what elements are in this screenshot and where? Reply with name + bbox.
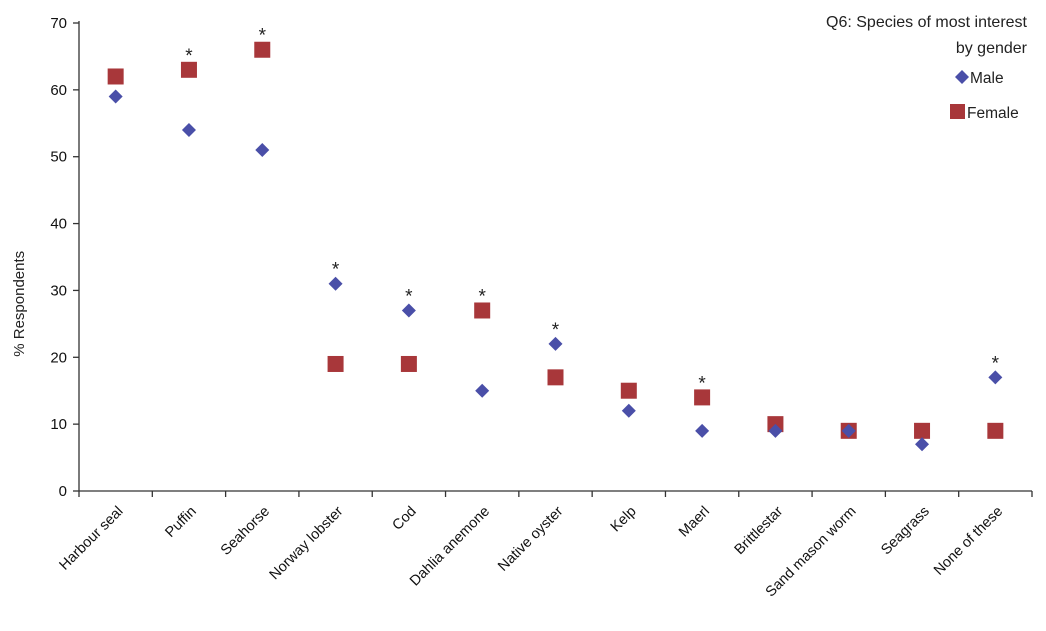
male-point-0 (108, 89, 123, 104)
significance-star-8: * (698, 373, 706, 394)
male-point-11 (915, 437, 930, 452)
male-point-9 (768, 423, 783, 438)
male-point-7 (621, 403, 636, 418)
plot-area: 0 10 20 30 40 50 60 70 % Respondents Harbour seal… (11, 15, 1033, 600)
male-point-2 (255, 143, 270, 158)
significance-star-4: * (405, 286, 413, 307)
legend: Q6: Species of most interest by gender M… (826, 14, 1028, 122)
male-point-6 (548, 336, 563, 351)
y-tick-label-60: 60 (50, 82, 67, 99)
male-point-3 (328, 276, 343, 291)
x-category-label-0: Harbour seal (56, 504, 126, 574)
significance-star-2: * (259, 26, 267, 47)
y-tick-label-10: 10 (50, 416, 67, 433)
male-point-1 (181, 122, 196, 137)
y-tick-label-30: 30 (50, 282, 67, 299)
significance-star-6: * (552, 320, 560, 341)
significance-star-12: * (992, 353, 1000, 374)
x-category-label-12: None of these (931, 504, 1006, 579)
female-point-3 (327, 355, 344, 372)
female-point-5 (474, 302, 491, 319)
legend-male-diamond-marker (955, 70, 969, 84)
female-point-1 (180, 61, 197, 78)
male-point-8 (695, 423, 710, 438)
x-category-label-4: Cod (390, 504, 420, 534)
legend-female-square-marker (950, 104, 965, 119)
male-point-10 (841, 423, 856, 438)
y-axis-title: % Respondents (11, 251, 28, 357)
x-category-label-3: Norway lobster (267, 503, 347, 583)
y-tick-label-40: 40 (50, 216, 67, 233)
chart-title-line-2: by gender (956, 40, 1028, 57)
significance-star-5: * (478, 286, 486, 307)
x-category-label-2: Seahorse (218, 504, 273, 559)
legend-female-label: Female (967, 105, 1019, 122)
x-category-label-1: Puffin (162, 504, 199, 541)
female-point-0 (107, 68, 124, 85)
female-point-11 (914, 422, 931, 439)
x-category-label-9: Brittlestar (732, 503, 787, 558)
x-category-label-6: Native oyster (495, 503, 566, 574)
female-point-7 (620, 382, 637, 399)
y-tick-label-0: 0 (59, 483, 67, 500)
x-category-label-8: Maerl (676, 504, 713, 541)
x-category-label-11: Seagrass (878, 504, 933, 559)
female-point-4 (400, 355, 417, 372)
male-point-4 (401, 303, 416, 318)
female-point-8 (694, 389, 711, 406)
significance-star-3: * (332, 260, 340, 281)
male-point-12 (988, 370, 1003, 385)
significance-star-1: * (185, 46, 193, 67)
legend-male-label: Male (970, 70, 1004, 87)
x-category-label-5: Dahlia anemone (407, 504, 493, 590)
female-point-6 (547, 369, 564, 386)
male-point-5 (475, 383, 490, 398)
y-tick-label-70: 70 (50, 15, 67, 32)
chart-title-line-1: Q6: Species of most interest (826, 14, 1028, 31)
x-category-label-7: Kelp (608, 504, 640, 536)
female-point-12 (987, 422, 1004, 439)
female-point-2 (254, 41, 271, 58)
y-tick-label-50: 50 (50, 149, 67, 166)
y-tick-label-20: 20 (50, 349, 67, 366)
